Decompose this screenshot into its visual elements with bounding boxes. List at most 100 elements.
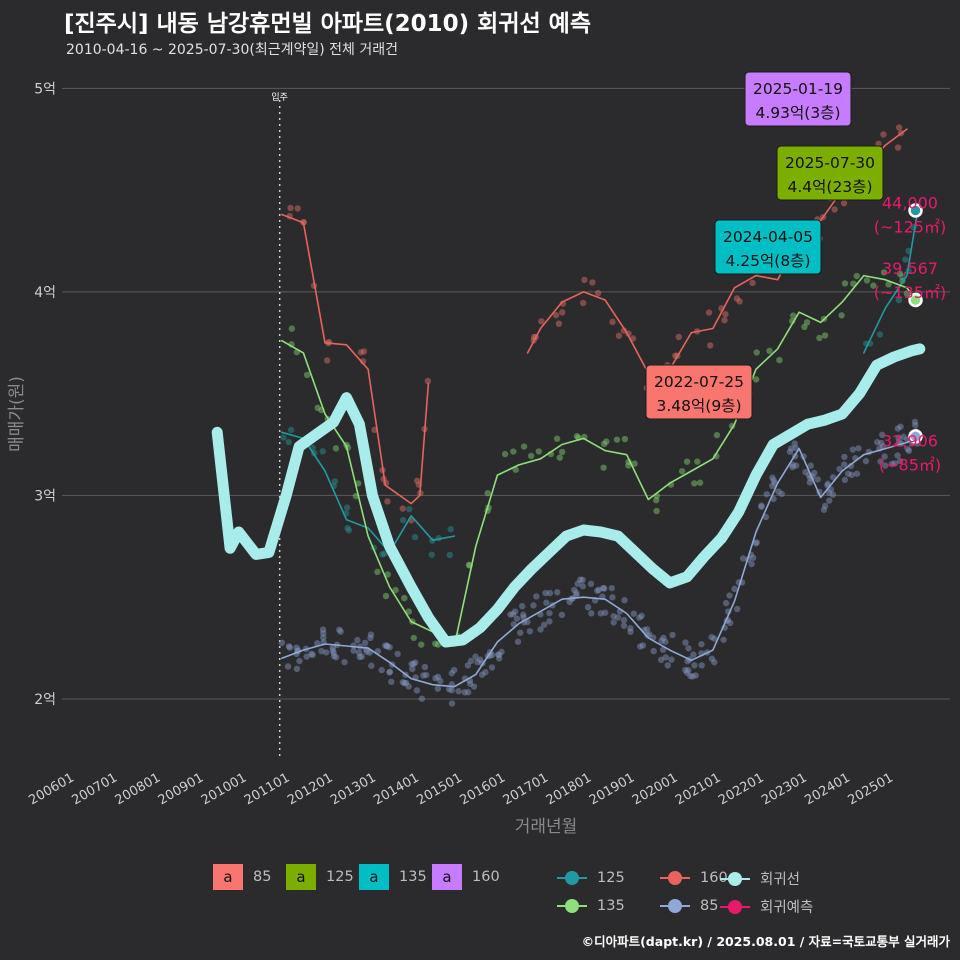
scatter-point	[631, 460, 638, 467]
legend-label: 회귀선	[760, 872, 801, 888]
scatter-point	[769, 474, 776, 481]
line-layer	[211, 128, 926, 688]
scatter-point	[533, 593, 540, 600]
x-tick-label: 202401	[802, 770, 852, 808]
scatter-point	[600, 464, 607, 471]
scatter-point	[486, 652, 494, 659]
scatter-point	[386, 644, 393, 651]
scatter-point	[392, 586, 399, 594]
forecast-value-label: 44,000	[882, 193, 938, 212]
x-tick-label: 201101	[242, 770, 292, 808]
scatter-point	[296, 657, 303, 665]
callout-price: 4.93억(3층)	[756, 104, 841, 122]
legend-swatch: a	[432, 864, 462, 890]
scatter-point	[399, 505, 406, 512]
scatter-point	[621, 597, 628, 604]
scatter-point	[527, 452, 535, 460]
scatter-point	[332, 445, 340, 452]
scatter-point	[711, 635, 718, 642]
scatter-point	[896, 270, 904, 277]
scatter-point	[461, 689, 468, 696]
scatter-point	[668, 656, 675, 663]
scatter-point	[406, 505, 413, 513]
scatter-point	[496, 655, 503, 662]
scatter-point	[293, 665, 301, 673]
scatter-point	[388, 678, 395, 686]
scatter-point	[584, 603, 592, 611]
scatter-point	[484, 489, 491, 497]
scatter-point	[653, 507, 660, 515]
forecast-area-label: (~85㎡)	[879, 455, 941, 474]
scatter-point	[696, 479, 704, 486]
scatter-point	[579, 583, 586, 590]
x-tick-label: 201801	[544, 770, 594, 808]
scatter-point	[766, 347, 773, 355]
scatter-point	[792, 462, 800, 469]
callout-date: 2025-07-30	[785, 154, 875, 172]
forecast-point	[908, 429, 923, 444]
forecast-area-label: (~125㎡)	[874, 217, 946, 236]
scatter-point	[603, 438, 610, 445]
scatter-point	[610, 619, 617, 626]
scatter-point	[437, 677, 444, 685]
scatter-point	[446, 551, 453, 559]
scatter-point	[546, 589, 554, 597]
scatter-point	[803, 319, 811, 326]
scatter-point	[801, 323, 808, 331]
scatter-point	[625, 462, 632, 469]
scatter-point	[627, 628, 634, 635]
scatter-point	[423, 671, 430, 679]
legend-label: 160	[700, 870, 728, 886]
y-tick-label: 4억	[34, 285, 56, 301]
scatter-point	[357, 349, 365, 356]
scatter-point	[836, 465, 843, 473]
scatter-point	[319, 448, 326, 455]
x-tick-label: 202301	[759, 770, 809, 808]
scatter-point	[520, 614, 527, 621]
scatter-point	[876, 331, 884, 338]
legend-line-item: 회귀예측	[720, 896, 813, 917]
x-axis-title: 거래년월	[515, 817, 578, 837]
scatter-point	[829, 474, 837, 481]
forecast-value-label: 39,567	[882, 259, 938, 278]
scatter-point	[552, 311, 560, 319]
scatter-point	[824, 480, 832, 487]
scatter-point	[639, 642, 647, 649]
scatter-point	[726, 592, 733, 599]
legend-label: 회귀예측	[760, 900, 814, 916]
legend-swatch: a	[213, 864, 243, 890]
series-line-125	[863, 209, 919, 354]
scatter-point	[848, 471, 855, 479]
scatter-point	[514, 638, 522, 645]
scatter-point	[894, 452, 901, 459]
x-tick-label: 202001	[630, 770, 680, 808]
scatter-point	[662, 654, 669, 661]
scatter-point	[749, 279, 756, 287]
scatter-point	[691, 662, 698, 669]
scatter-point	[698, 641, 705, 648]
scatter-point	[776, 356, 783, 364]
legend-size-item: a 85	[213, 864, 271, 890]
scatter-point	[287, 426, 295, 434]
scatter-point	[753, 539, 760, 546]
x-tick-label: 201701	[501, 770, 551, 808]
scatter-point	[758, 502, 765, 509]
scatter-point	[826, 497, 833, 504]
scatter-point	[554, 589, 561, 596]
scatter-point	[472, 653, 479, 660]
scatter-point	[669, 631, 676, 639]
forecast-point	[908, 292, 923, 308]
scatter-point	[368, 662, 375, 669]
scatter-point	[512, 466, 519, 473]
scatter-point	[434, 685, 441, 692]
callout-date: 2025-01-19	[753, 80, 843, 98]
scatter-point	[752, 376, 760, 383]
scatter-point	[401, 594, 408, 602]
scatter-point	[895, 296, 903, 304]
scatter-point	[847, 462, 855, 470]
scatter-point	[594, 587, 601, 594]
scatter-point	[465, 561, 473, 569]
scatter-point	[838, 312, 845, 319]
series-line-85	[281, 435, 919, 688]
scatter-point	[470, 683, 478, 690]
